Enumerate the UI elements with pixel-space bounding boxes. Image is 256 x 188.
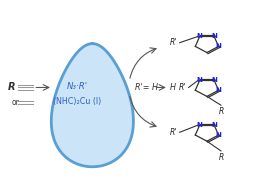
Text: N: N — [216, 87, 221, 93]
Text: N: N — [216, 43, 221, 49]
Text: (NHC)₂Cu (I): (NHC)₂Cu (I) — [53, 97, 101, 106]
Polygon shape — [51, 44, 133, 167]
Text: R'= H: R'= H — [135, 83, 158, 92]
Text: N: N — [211, 33, 217, 39]
Text: N: N — [216, 132, 221, 138]
Text: N₃·R': N₃·R' — [67, 82, 88, 91]
Text: R': R' — [170, 128, 178, 137]
Text: N: N — [197, 122, 203, 128]
Text: R: R — [218, 107, 223, 116]
Text: N: N — [197, 77, 203, 83]
Text: H: H — [170, 83, 176, 92]
Text: N: N — [197, 33, 203, 39]
Text: R: R — [8, 83, 15, 92]
Text: R': R' — [179, 83, 187, 92]
Text: or: or — [11, 98, 19, 107]
Text: N: N — [211, 77, 217, 83]
Text: R': R' — [170, 38, 178, 47]
Text: R: R — [218, 153, 223, 162]
Text: N: N — [211, 122, 217, 128]
